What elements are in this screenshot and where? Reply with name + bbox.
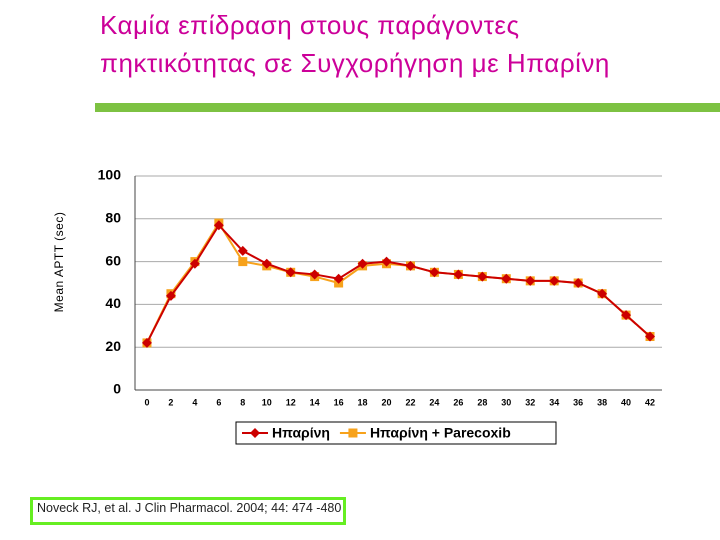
legend-label: Ηπαρίνη: [272, 425, 330, 441]
diamond-marker: [501, 273, 512, 284]
diamond-marker: [453, 269, 464, 280]
x-tick-label: 38: [597, 397, 607, 407]
diamond-marker: [141, 337, 152, 348]
diamond-marker: [621, 310, 632, 321]
y-tick-label: 60: [105, 252, 121, 268]
x-tick-label: 22: [405, 397, 415, 407]
x-tick-label: 12: [286, 397, 296, 407]
diamond-marker: [261, 258, 272, 269]
x-tick-label: 0: [144, 397, 149, 407]
x-tick-label: 32: [525, 397, 535, 407]
diamond-marker: [549, 275, 560, 286]
diamond-marker: [405, 260, 416, 271]
y-tick-label: 100: [98, 167, 122, 183]
y-tick-label: 20: [105, 338, 121, 354]
citation: Noveck RJ, et al. J Clin Pharmacol. 2004…: [30, 497, 346, 525]
x-tick-label: 34: [549, 397, 559, 407]
legend-label: Ηπαρίνη + Parecoxib: [370, 425, 511, 441]
slide-title: Καμία επίδραση στους παράγοντες πηκτικότ…: [100, 10, 610, 78]
y-tick-label: 40: [105, 295, 121, 311]
x-tick-label: 26: [453, 397, 463, 407]
x-tick-label: 36: [573, 397, 583, 407]
diamond-marker: [165, 290, 176, 301]
x-tick-label: 4: [192, 397, 197, 407]
diamond-marker: [525, 275, 536, 286]
x-tick-label: 28: [477, 397, 487, 407]
y-tick-label: 80: [105, 210, 121, 226]
x-tick-label: 24: [429, 397, 439, 407]
x-tick-label: 18: [358, 397, 368, 407]
diamond-marker: [597, 288, 608, 299]
x-tick-label: 2: [168, 397, 173, 407]
title-bar: [95, 103, 720, 112]
x-tick-label: 40: [621, 397, 631, 407]
diamond-marker: [645, 331, 656, 342]
diamond-marker: [381, 256, 392, 267]
legend-box: [235, 421, 557, 445]
diamond-marker: [309, 269, 320, 280]
x-tick-label: 42: [645, 397, 655, 407]
diamond-marker: [250, 428, 260, 438]
diamond-marker: [189, 258, 200, 269]
x-tick-label: 30: [501, 397, 511, 407]
x-tick-label: 8: [240, 397, 245, 407]
diamond-marker: [573, 278, 584, 288]
diamond-marker: [213, 220, 224, 231]
x-tick-label: 20: [382, 397, 392, 407]
diamond-marker: [237, 245, 248, 256]
square-marker: [348, 428, 358, 438]
x-tick-label: 16: [334, 397, 344, 407]
diamond-marker: [357, 258, 368, 269]
diamond-marker: [429, 267, 440, 278]
y-axis-label: Mean APTT (sec): [52, 212, 66, 313]
x-tick-label: 6: [216, 397, 221, 407]
x-tick-label: 10: [262, 397, 272, 407]
x-tick-label: 14: [310, 397, 320, 407]
square-marker: [238, 257, 248, 267]
series-line: [146, 223, 651, 344]
diamond-marker: [477, 271, 488, 282]
diamond-marker: [333, 273, 344, 284]
y-tick-label: 0: [113, 381, 121, 397]
diamond-marker: [285, 267, 296, 278]
